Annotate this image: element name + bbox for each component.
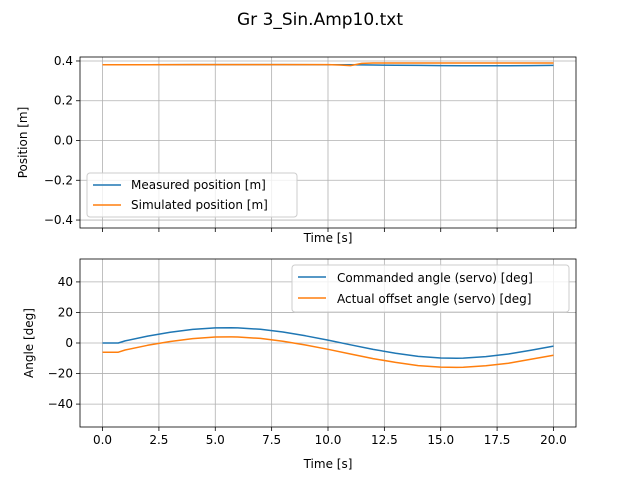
bottom-xtick-label: 20.0	[540, 433, 567, 447]
bottom-series-line-1	[102, 336, 554, 369]
top-xlabel: Time [s]	[303, 231, 353, 245]
bottom-legend-label-commanded: Commanded angle (servo) [deg]	[337, 271, 533, 285]
bottom-ticks: 0.0 2.5 5.0 7.5 10.0 12.5 15.0 17.5 20.0 −40 −20 0 2…	[48, 275, 567, 447]
top-series-line-1	[102, 62, 554, 67]
top-ticks: −0.4 −0.2 0.0 0.2 0.4	[44, 54, 554, 232]
bottom-ytick-label: 40	[58, 275, 73, 289]
top-ytick-label: 0.0	[54, 134, 73, 148]
top-legend: Measured position [m] Simulated position…	[86, 172, 298, 218]
bottom-xlabel: Time [s]	[303, 457, 353, 471]
bottom-legend-label-actual: Actual offset angle (servo) [deg]	[337, 292, 531, 306]
top-legend-box	[86, 172, 298, 218]
bottom-xtick-label: 10.0	[315, 433, 342, 447]
bottom-xtick-label: 2.5	[149, 433, 168, 447]
bottom-series	[102, 326, 554, 369]
bottom-ytick-label: 0	[65, 336, 73, 350]
top-ytick-label: −0.4	[44, 213, 73, 227]
top-ylabel: Position [m]	[16, 107, 30, 179]
bottom-xtick-label: 7.5	[262, 433, 281, 447]
top-ytick-label: −0.2	[44, 173, 73, 187]
bottom-xtick-label: 15.0	[427, 433, 454, 447]
bottom-xtick-label: 5.0	[206, 433, 225, 447]
bottom-ytick-label: 20	[58, 305, 73, 319]
bottom-ytick-label: −40	[48, 397, 73, 411]
bottom-xtick-label: 12.5	[371, 433, 398, 447]
bottom-ytick-label: −20	[48, 367, 73, 381]
bottom-series-line-0	[102, 326, 554, 360]
bottom-ylabel: Angle [deg]	[22, 308, 36, 378]
top-series	[102, 62, 554, 67]
bottom-legend-box	[291, 264, 570, 313]
bottom-chart: 0.0 2.5 5.0 7.5 10.0 12.5 15.0 17.5 20.0 −40 −20 0 2…	[22, 258, 577, 471]
bottom-xtick-label: 0.0	[93, 433, 112, 447]
figure-title: Gr 3_Sin.Amp10.txt	[237, 10, 403, 30]
top-ytick-label: 0.4	[54, 54, 73, 68]
bottom-legend: Commanded angle (servo) [deg] Actual off…	[291, 264, 570, 313]
top-legend-label-measured: Measured position [m]	[131, 178, 266, 192]
top-legend-label-simulated: Simulated position [m]	[131, 198, 268, 212]
top-ytick-label: 0.2	[54, 94, 73, 108]
bottom-xtick-label: 17.5	[484, 433, 511, 447]
top-chart: −0.4−0.20.00.20.4 Time [s] Position [m] …	[16, 54, 577, 245]
